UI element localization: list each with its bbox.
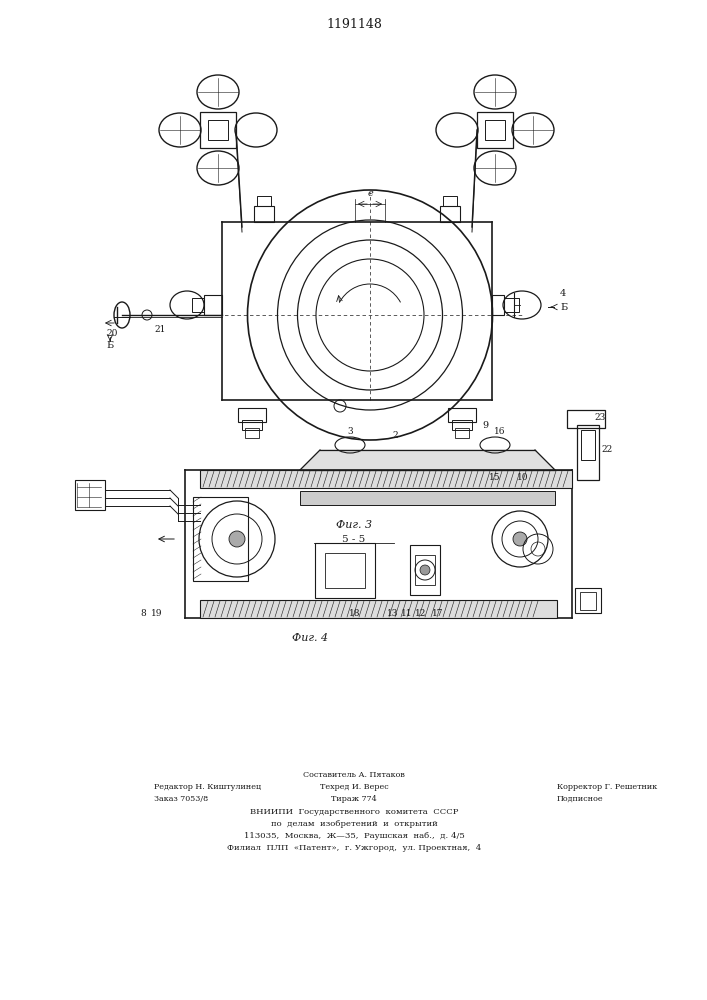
- Bar: [200, 600, 557, 618]
- Text: 3: 3: [347, 428, 353, 436]
- Circle shape: [420, 565, 430, 575]
- Bar: [580, 592, 596, 610]
- Text: 2: 2: [392, 430, 398, 440]
- Bar: [200, 112, 236, 148]
- Bar: [257, 196, 271, 206]
- Text: 18: 18: [349, 608, 361, 617]
- Bar: [477, 112, 513, 148]
- Text: Заказ 7053/8: Заказ 7053/8: [154, 795, 208, 803]
- Circle shape: [229, 531, 245, 547]
- Bar: [504, 298, 519, 312]
- Text: 13: 13: [387, 608, 399, 617]
- Bar: [492, 295, 504, 315]
- Text: ВНИИПИ  Государственного  комитета  СССР: ВНИИПИ Государственного комитета СССР: [250, 808, 458, 816]
- Text: 8: 8: [140, 608, 146, 617]
- Bar: [245, 428, 259, 438]
- Bar: [238, 408, 266, 422]
- Circle shape: [513, 532, 527, 546]
- Text: 4: 4: [560, 288, 566, 298]
- Bar: [567, 410, 605, 428]
- Bar: [300, 491, 555, 505]
- Bar: [455, 428, 469, 438]
- Text: 17: 17: [432, 608, 444, 617]
- Text: Б: Б: [106, 340, 114, 350]
- Bar: [575, 588, 601, 613]
- Text: 15: 15: [489, 474, 501, 483]
- Text: 11: 11: [402, 608, 413, 617]
- Text: 21: 21: [154, 326, 165, 334]
- Text: 19: 19: [151, 608, 163, 617]
- Text: 9: 9: [482, 420, 488, 430]
- Text: 5 - 5: 5 - 5: [342, 536, 366, 544]
- Text: Редактор Н. Киштулинец: Редактор Н. Киштулинец: [154, 783, 261, 791]
- Bar: [485, 120, 505, 140]
- Bar: [193, 497, 248, 581]
- Bar: [581, 430, 595, 460]
- Text: 22: 22: [602, 446, 613, 454]
- Text: Б: Б: [560, 302, 567, 312]
- Bar: [577, 425, 599, 480]
- Text: e: e: [367, 190, 373, 198]
- Bar: [315, 543, 375, 598]
- Text: Фиг. 4: Фиг. 4: [292, 633, 328, 643]
- Text: Филиал  ПЛП  «Патент»,  г. Ужгород,  ул. Проектная,  4: Филиал ПЛП «Патент», г. Ужгород, ул. Про…: [227, 844, 481, 852]
- Bar: [254, 206, 274, 222]
- Text: Составитель А. Пятаков: Составитель А. Пятаков: [303, 771, 405, 779]
- Bar: [448, 408, 476, 422]
- Text: 16: 16: [494, 428, 506, 436]
- Text: 113035,  Москва,  Ж—35,  Раушская  наб.,  д. 4/5: 113035, Москва, Ж—35, Раушская наб., д. …: [244, 832, 464, 840]
- Bar: [452, 420, 472, 430]
- Bar: [192, 298, 204, 312]
- Polygon shape: [300, 450, 555, 470]
- Bar: [75, 480, 105, 510]
- Text: по  делам  изобретений  и  открытий: по делам изобретений и открытий: [271, 820, 438, 828]
- Text: Фиг. 3: Фиг. 3: [336, 520, 372, 530]
- Bar: [208, 120, 228, 140]
- Text: Тираж 774: Тираж 774: [331, 795, 377, 803]
- Bar: [410, 545, 440, 595]
- Text: Подписное: Подписное: [557, 795, 604, 803]
- Bar: [440, 206, 460, 222]
- Text: 12: 12: [415, 608, 427, 617]
- Text: 20: 20: [106, 328, 117, 338]
- Text: 10: 10: [518, 474, 529, 483]
- Bar: [325, 553, 365, 588]
- Text: Корректор Г. Решетник: Корректор Г. Решетник: [557, 783, 658, 791]
- Bar: [415, 555, 435, 585]
- Text: 1191148: 1191148: [326, 18, 382, 31]
- Text: Техред И. Верес: Техред И. Верес: [320, 783, 388, 791]
- Bar: [200, 470, 572, 488]
- Bar: [443, 196, 457, 206]
- Bar: [242, 420, 262, 430]
- Bar: [204, 295, 222, 315]
- Text: 23: 23: [594, 414, 605, 422]
